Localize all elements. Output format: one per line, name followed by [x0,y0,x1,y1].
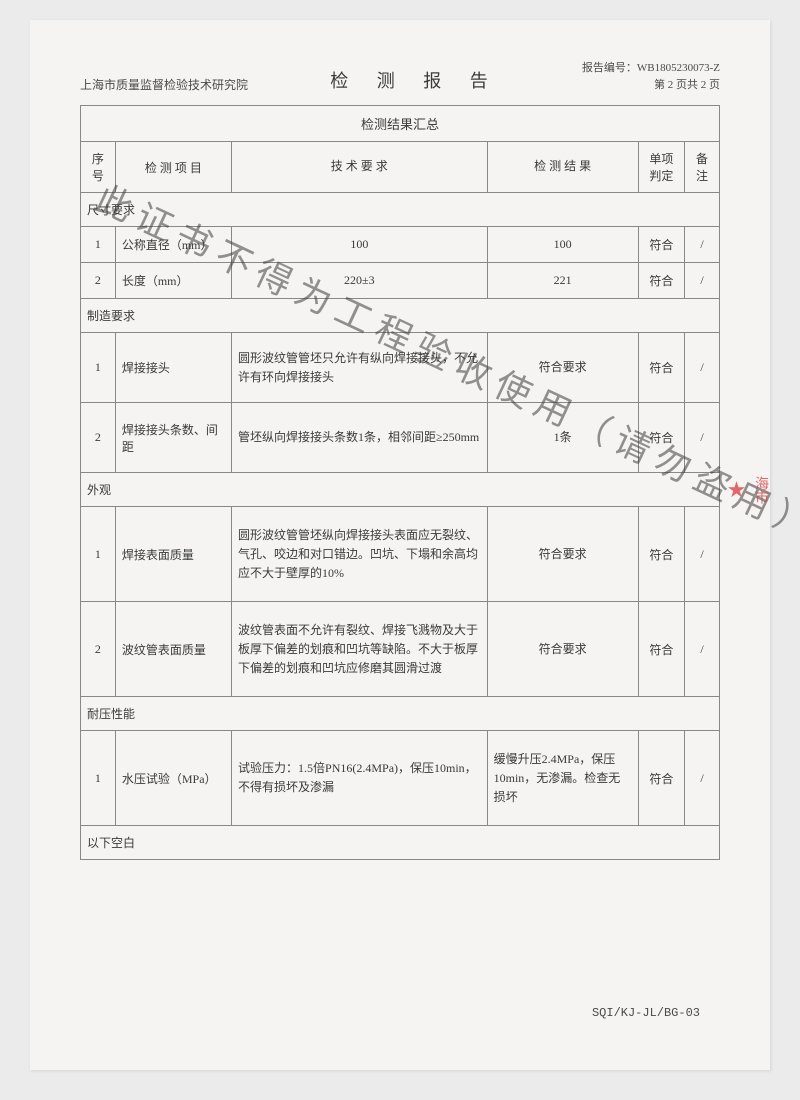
report-title: 检 测 报 告 [248,67,582,93]
document-page: 上海市质量监督检验技术研究院 检 测 报 告 报告编号：WB1805230073… [30,20,770,1070]
header-meta: 报告编号：WB1805230073-Z 第 2 页共 2 页 [582,60,720,93]
institute-name: 上海市质量监督检验技术研究院 [80,76,248,93]
blank-row: 以下空白 [81,826,720,860]
table-row: 1 焊接接头 圆形波纹管管坯只允许有纵向焊接接头，不允许有环向焊接接头 符合要求… [81,333,720,403]
col-note-header: 备注 [685,142,720,193]
table-row: 2 焊接接头条数、间距 管坯纵向焊接接头条数1条，相邻间距≥250mm 1条 符… [81,403,720,473]
col-req-header: 技 术 要 求 [232,142,488,193]
red-stamp: 海市 ★ [742,410,770,570]
table-row: 1 水压试验（MPa） 试验压力：1.5倍PN16(2.4MPa)，保压10mi… [81,731,720,826]
col-judge-header: 单项判定 [638,142,684,193]
star-icon: ★ [724,418,750,562]
section-header: 耐压性能 [81,697,720,731]
stamp-text: 海市 [753,476,768,504]
col-item-header: 检 测 项 目 [115,142,231,193]
page-number: 第 2 页共 2 页 [582,77,720,94]
section-header: 外观 [81,473,720,507]
col-seq-header: 序号 [81,142,116,193]
table-row: 1 公称直径（mm） 100 100 符合 / [81,227,720,263]
section-header: 制造要求 [81,299,720,333]
footer-code: SQI/KJ-JL/BG-03 [592,1006,700,1020]
summary-title: 检测结果汇总 [81,106,720,142]
column-header-row: 序号 检 测 项 目 技 术 要 求 检 测 结 果 单项判定 备注 [81,142,720,193]
table-row: 2 长度（mm） 220±3 221 符合 / [81,263,720,299]
summary-title-row: 检测结果汇总 [81,106,720,142]
results-table: 检测结果汇总 序号 检 测 项 目 技 术 要 求 检 测 结 果 单项判定 备… [80,105,720,860]
table-row: 2 波纹管表面质量 波纹管表面不允许有裂纹、焊接飞溅物及大于板厚下偏差的划痕和凹… [81,602,720,697]
report-number: 报告编号：WB1805230073-Z [582,60,720,77]
col-result-header: 检 测 结 果 [487,142,638,193]
section-header: 尺寸要求 [81,193,720,227]
table-row: 1 焊接表面质量 圆形波纹管管坯纵向焊接接头表面应无裂纹、气孔、咬边和对口错边。… [81,507,720,602]
document-header: 上海市质量监督检验技术研究院 检 测 报 告 报告编号：WB1805230073… [80,60,720,93]
